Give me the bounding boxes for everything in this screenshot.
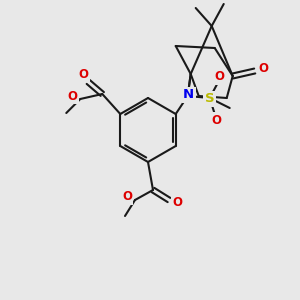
Text: S: S [205, 92, 214, 106]
Text: O: O [212, 113, 222, 127]
Text: O: O [259, 62, 269, 76]
Text: O: O [67, 89, 77, 103]
Text: O: O [215, 70, 225, 83]
Text: O: O [78, 68, 88, 80]
Text: O: O [122, 190, 132, 203]
Text: O: O [172, 196, 182, 209]
Text: N: N [183, 88, 194, 101]
